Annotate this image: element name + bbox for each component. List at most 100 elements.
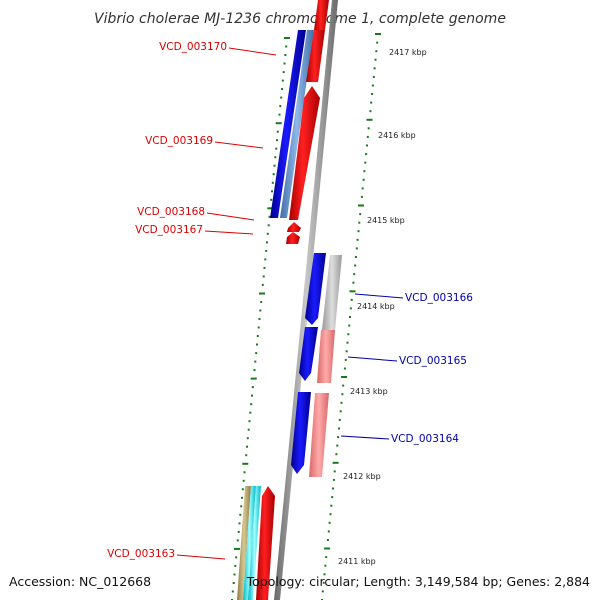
major-tick (349, 290, 356, 293)
minor-tick (273, 164, 276, 167)
minor-tick (260, 301, 263, 303)
minor-tick (330, 504, 333, 507)
minor-tick (242, 479, 245, 482)
major-tick (324, 547, 331, 550)
gene-feature-tan (237, 486, 251, 600)
minor-tick (327, 530, 330, 533)
minor-tick (353, 273, 356, 276)
minor-tick (325, 556, 328, 559)
tick-label: 2417 kbp (389, 48, 427, 57)
gene-feature-red (289, 86, 320, 220)
minor-tick (245, 454, 248, 457)
minor-tick (362, 178, 365, 181)
gene-feature-red (314, 0, 329, 30)
minor-tick (369, 110, 372, 113)
minor-tick (348, 324, 351, 327)
minor-tick (343, 367, 346, 370)
minor-tick (349, 316, 351, 318)
minor-tick (365, 153, 368, 156)
minor-tick (267, 224, 270, 227)
minor-tick (239, 513, 242, 516)
minor-tick (354, 256, 357, 258)
tick-label: 2415 kbp (367, 216, 405, 225)
minor-tick (280, 96, 283, 99)
minor-tick (274, 156, 277, 159)
minor-tick (233, 573, 236, 576)
minor-tick (339, 410, 342, 413)
minor-tick (283, 62, 286, 65)
minor-tick (363, 170, 366, 173)
tick-label: 2412 kbp (343, 472, 381, 481)
minor-tick (373, 67, 376, 70)
gene-label: VCD_003166 (405, 292, 473, 304)
minor-tick (255, 352, 258, 355)
minor-tick (231, 590, 234, 593)
minor-tick (237, 530, 240, 533)
minor-tick (337, 436, 340, 439)
minor-tick (338, 418, 341, 421)
minor-tick (258, 318, 261, 320)
minor-tick (284, 54, 287, 56)
minor-tick (371, 93, 374, 95)
minor-tick (328, 521, 331, 524)
minor-tick (344, 358, 347, 361)
minor-tick (332, 478, 335, 481)
minor-tick (257, 326, 260, 329)
minor-tick (329, 513, 332, 516)
minor-tick (234, 564, 237, 567)
minor-tick (276, 130, 279, 133)
gene-feature-blue (305, 253, 326, 325)
gene-feature-pink (317, 330, 335, 383)
minor-tick (266, 232, 269, 235)
minor-tick (238, 522, 241, 525)
minor-tick (331, 496, 334, 499)
minor-tick (254, 360, 257, 363)
minor-tick (352, 281, 355, 284)
minor-tick (243, 471, 246, 474)
minor-tick (367, 127, 370, 130)
minor-tick (282, 71, 285, 74)
major-tick (284, 37, 290, 39)
map-title: Vibrio cholerae MJ-1236 chromosome 1, co… (94, 11, 506, 27)
minor-tick (342, 384, 345, 387)
gene-label: VCD_003170 (159, 41, 227, 53)
minor-tick (250, 403, 253, 406)
label-leader-line (347, 356, 398, 362)
minor-tick (335, 453, 338, 456)
minor-tick (356, 238, 359, 241)
minor-tick (361, 187, 364, 190)
minor-tick (372, 75, 375, 78)
gene-features-lower (237, 486, 275, 600)
minor-tick (276, 139, 278, 142)
label-leader-line (340, 435, 390, 440)
minor-tick (256, 335, 259, 337)
minor-tick (259, 309, 262, 312)
gene-feature-red (306, 30, 325, 82)
minor-tick (281, 88, 283, 91)
minor-tick (321, 590, 324, 593)
minor-tick (350, 298, 353, 301)
minor-tick (271, 190, 273, 193)
gene-label: VCD_003167 (135, 224, 203, 236)
gene-labels: VCD_003170 VCD_003169 VCD_003168 VCD_003… (107, 41, 473, 560)
gene-feature-blue (270, 30, 306, 218)
label-leader-line (204, 230, 254, 235)
minor-tick (278, 113, 281, 116)
gene-feature-red (287, 222, 301, 232)
gene-label: VCD_003163 (107, 548, 175, 560)
minor-tick (359, 213, 362, 216)
gene-feature-cyan (243, 486, 256, 600)
minor-tick (341, 393, 344, 396)
minor-tick (360, 195, 363, 198)
major-tick (259, 292, 265, 295)
minor-tick (247, 428, 250, 431)
gene-features-middle (291, 253, 342, 477)
minor-tick (251, 394, 253, 397)
gene-feature-lightblue (280, 30, 314, 218)
minor-tick (261, 283, 264, 286)
gene-feature-blue (291, 392, 311, 474)
minor-tick (264, 258, 267, 261)
major-tick (242, 462, 249, 465)
major-tick (366, 118, 373, 121)
gene-label: VCD_003165 (399, 355, 467, 367)
